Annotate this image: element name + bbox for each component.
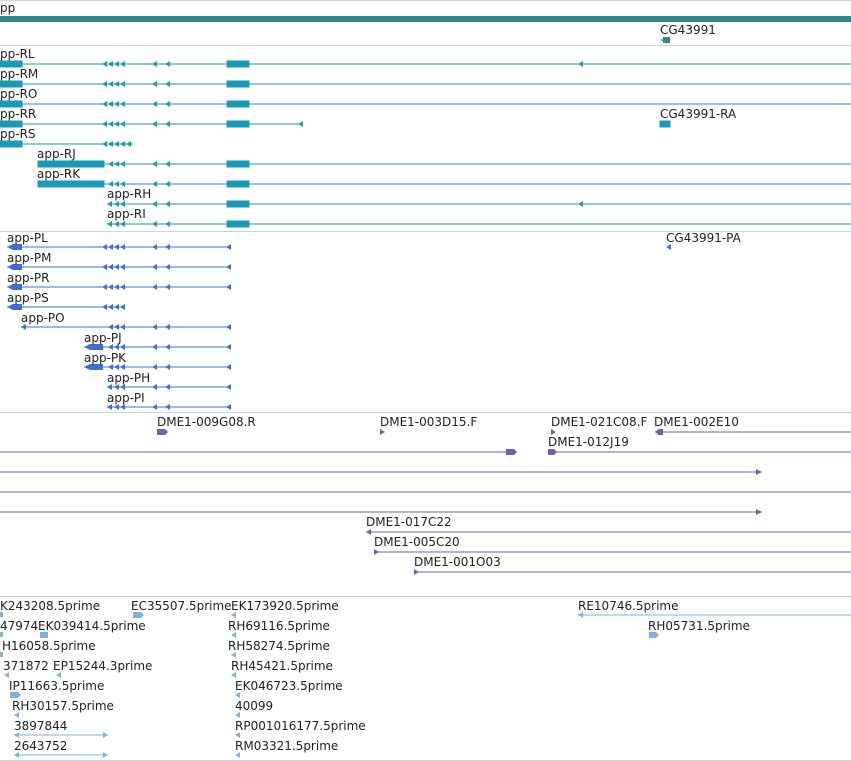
track-separator — [0, 596, 851, 597]
protein-label[interactable]: app-PJ — [84, 331, 122, 345]
gene-feature-bar[interactable] — [0, 16, 851, 22]
est-label[interactable]: H16058.5prime — [2, 639, 96, 653]
est-label[interactable]: 2643752 — [14, 739, 68, 753]
gene-track-label: pp — [0, 1, 16, 15]
protein-glyphs[interactable] — [7, 244, 671, 410]
est-label[interactable]: RH45421.5prime — [231, 659, 333, 673]
est-label[interactable]: EK039414.5prime — [38, 619, 146, 633]
transcript-label[interactable]: pp-RS — [0, 127, 36, 141]
clone-label[interactable]: DME1-017C22 — [366, 515, 452, 529]
est-label[interactable]: RH30157.5prime — [12, 699, 114, 713]
est-label[interactable]: RH69116.5prime — [228, 619, 330, 633]
protein-label[interactable]: CG43991-PA — [666, 231, 741, 245]
clone-glyphs[interactable] — [0, 429, 851, 575]
protein-label[interactable]: app-PM — [7, 251, 52, 265]
track-separator — [0, 412, 851, 413]
transcript-label[interactable]: app-RK — [37, 167, 81, 181]
est-label[interactable]: 3897844 — [14, 719, 68, 733]
protein-label[interactable]: app-PR — [7, 271, 50, 285]
gene-name-label[interactable]: CG43991 — [660, 23, 716, 37]
transcript-glyphs[interactable] — [0, 60, 851, 228]
clone-label[interactable]: DME1-002E10 — [654, 415, 739, 429]
clone-label[interactable]: DME1-001O03 — [414, 555, 501, 569]
transcript-label[interactable]: app-RI — [107, 207, 146, 221]
protein-label[interactable]: app-PS — [7, 291, 49, 305]
est-label[interactable]: EC35507.5prime — [131, 599, 232, 613]
est-label[interactable]: EK046723.5prime — [235, 679, 343, 693]
clone-label[interactable]: DME1-009G08.R — [157, 415, 256, 429]
est-label[interactable]: RH58274.5prime — [228, 639, 330, 653]
clone-label[interactable]: DME1-021C08.F — [551, 415, 648, 429]
clone-label[interactable]: DME1-005C20 — [374, 535, 460, 549]
est-label[interactable]: EP15244.3prime — [53, 659, 153, 673]
protein-label[interactable]: app-PL — [7, 231, 48, 245]
est-label[interactable]: 40099 — [235, 699, 274, 713]
transcript-label[interactable]: app-RJ — [37, 147, 76, 161]
transcript-label[interactable]: pp-RL — [0, 47, 35, 61]
protein-label[interactable]: app-PH — [107, 371, 151, 385]
est-label[interactable]: IP11663.5prime — [9, 679, 105, 693]
est-label[interactable]: 47974 — [0, 619, 39, 633]
protein-label[interactable]: app-PO — [21, 311, 65, 325]
est-label[interactable]: RE10746.5prime — [578, 599, 679, 613]
transcript-label[interactable]: CG43991-RA — [660, 107, 737, 121]
transcript-label[interactable]: pp-RR — [0, 107, 37, 121]
est-label[interactable]: RP001016177.5prime — [235, 719, 366, 733]
est-label[interactable]: K243208.5prime — [0, 599, 101, 613]
clone-label[interactable]: DME1-012J19 — [548, 435, 629, 449]
est-label[interactable]: EK173920.5prime — [231, 599, 339, 613]
est-label[interactable]: RH05731.5prime — [648, 619, 750, 633]
track-separator — [0, 231, 851, 232]
track-separator — [0, 45, 851, 46]
est-glyphs[interactable] — [0, 612, 851, 758]
track-separator — [0, 0, 851, 1]
transcript-label[interactable]: app-RH — [107, 187, 152, 201]
protein-label[interactable]: app-PK — [84, 351, 127, 365]
est-label[interactable]: RM03321.5prime — [235, 739, 339, 753]
transcript-label[interactable]: pp-RO — [0, 87, 38, 101]
clone-label[interactable]: DME1-003D15.F — [380, 415, 478, 429]
transcript-label[interactable]: pp-RM — [0, 67, 39, 81]
est-label[interactable]: 371872 — [3, 659, 49, 673]
protein-label[interactable]: app-PI — [107, 391, 145, 405]
